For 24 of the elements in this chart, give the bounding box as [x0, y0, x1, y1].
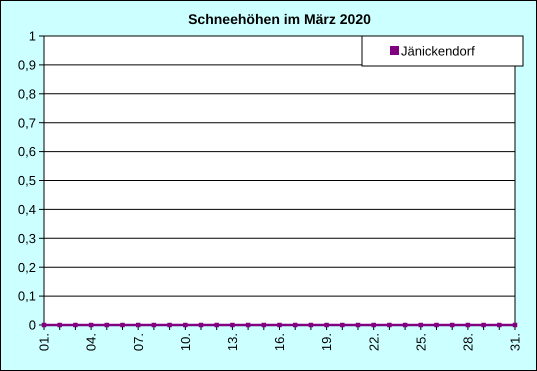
x-tick-label: 22.	[366, 333, 382, 352]
y-tick-label: 0,6	[18, 144, 36, 160]
y-tick-label: 0	[28, 318, 36, 333]
x-tick-label: 16.	[272, 333, 288, 352]
y-tick-label: 0,2	[18, 260, 36, 275]
x-tick-label: 04.	[84, 333, 99, 352]
y-tick-label: 0,8	[18, 86, 36, 102]
y-tick-label: 0,4	[18, 202, 36, 217]
x-tick-label: 25.	[413, 333, 428, 352]
x-tick-label: 10.	[178, 333, 193, 352]
legend-label: Jänickendorf	[401, 44, 476, 59]
x-tick-label: 01.	[36, 333, 52, 352]
x-tick-label: 19.	[319, 333, 334, 352]
y-tick-label: 0,1	[18, 288, 36, 304]
chart-title: Schneehöhen im März 2020	[188, 11, 372, 27]
x-tick-label: 28.	[460, 333, 476, 352]
x-tick-label: 31.	[508, 333, 523, 352]
y-tick-label: 0,7	[18, 115, 36, 130]
x-tick-label: 13.	[224, 333, 240, 352]
x-tick-label: 07.	[130, 333, 146, 352]
y-tick-label: 1	[28, 28, 36, 44]
y-tick-label: 0,9	[18, 57, 36, 72]
y-tick-label: 0,3	[18, 230, 36, 246]
y-tick-label: 0,5	[18, 173, 36, 188]
